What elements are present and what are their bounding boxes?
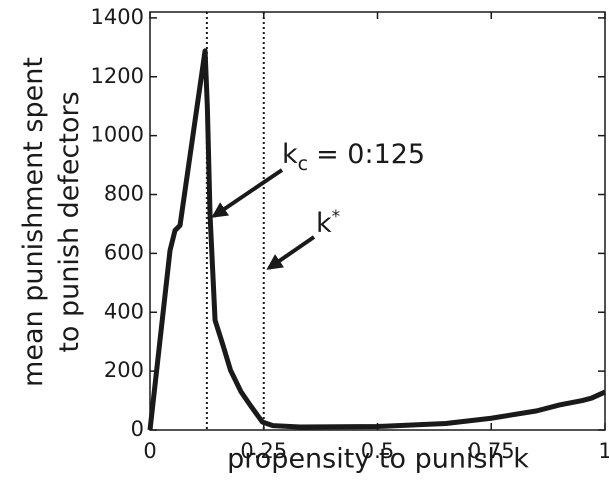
annotation: k* — [316, 207, 340, 239]
y-tick-label: 800 — [104, 182, 144, 206]
y-tick-label: 1200 — [91, 64, 144, 88]
y-tick-label: 1400 — [91, 5, 144, 29]
y-tick-label: 0 — [131, 417, 144, 441]
y-tick-label: 600 — [104, 240, 144, 264]
y-tick-label: 200 — [104, 358, 144, 382]
x-tick-label: 0.25 — [240, 439, 287, 463]
annotation: kc = 0:125 — [282, 139, 425, 175]
x-axis-label: propensity to punish k — [227, 444, 529, 475]
y-axis-label: mean punishment spent — [18, 57, 49, 387]
arrow — [211, 168, 284, 218]
y-tick-label: 400 — [104, 299, 144, 323]
data-line — [147, 48, 607, 431]
plot-frame — [149, 11, 606, 431]
x-tick-label: 1 — [598, 439, 609, 463]
x-tick-label: 0.75 — [468, 439, 515, 463]
x-tick-label: 0 — [143, 439, 156, 463]
x-tick-label: 0.5 — [361, 439, 394, 463]
arrow — [266, 235, 316, 270]
y-tick-label: 1000 — [91, 123, 144, 147]
y-axis-label: to punish defectors — [54, 91, 85, 352]
